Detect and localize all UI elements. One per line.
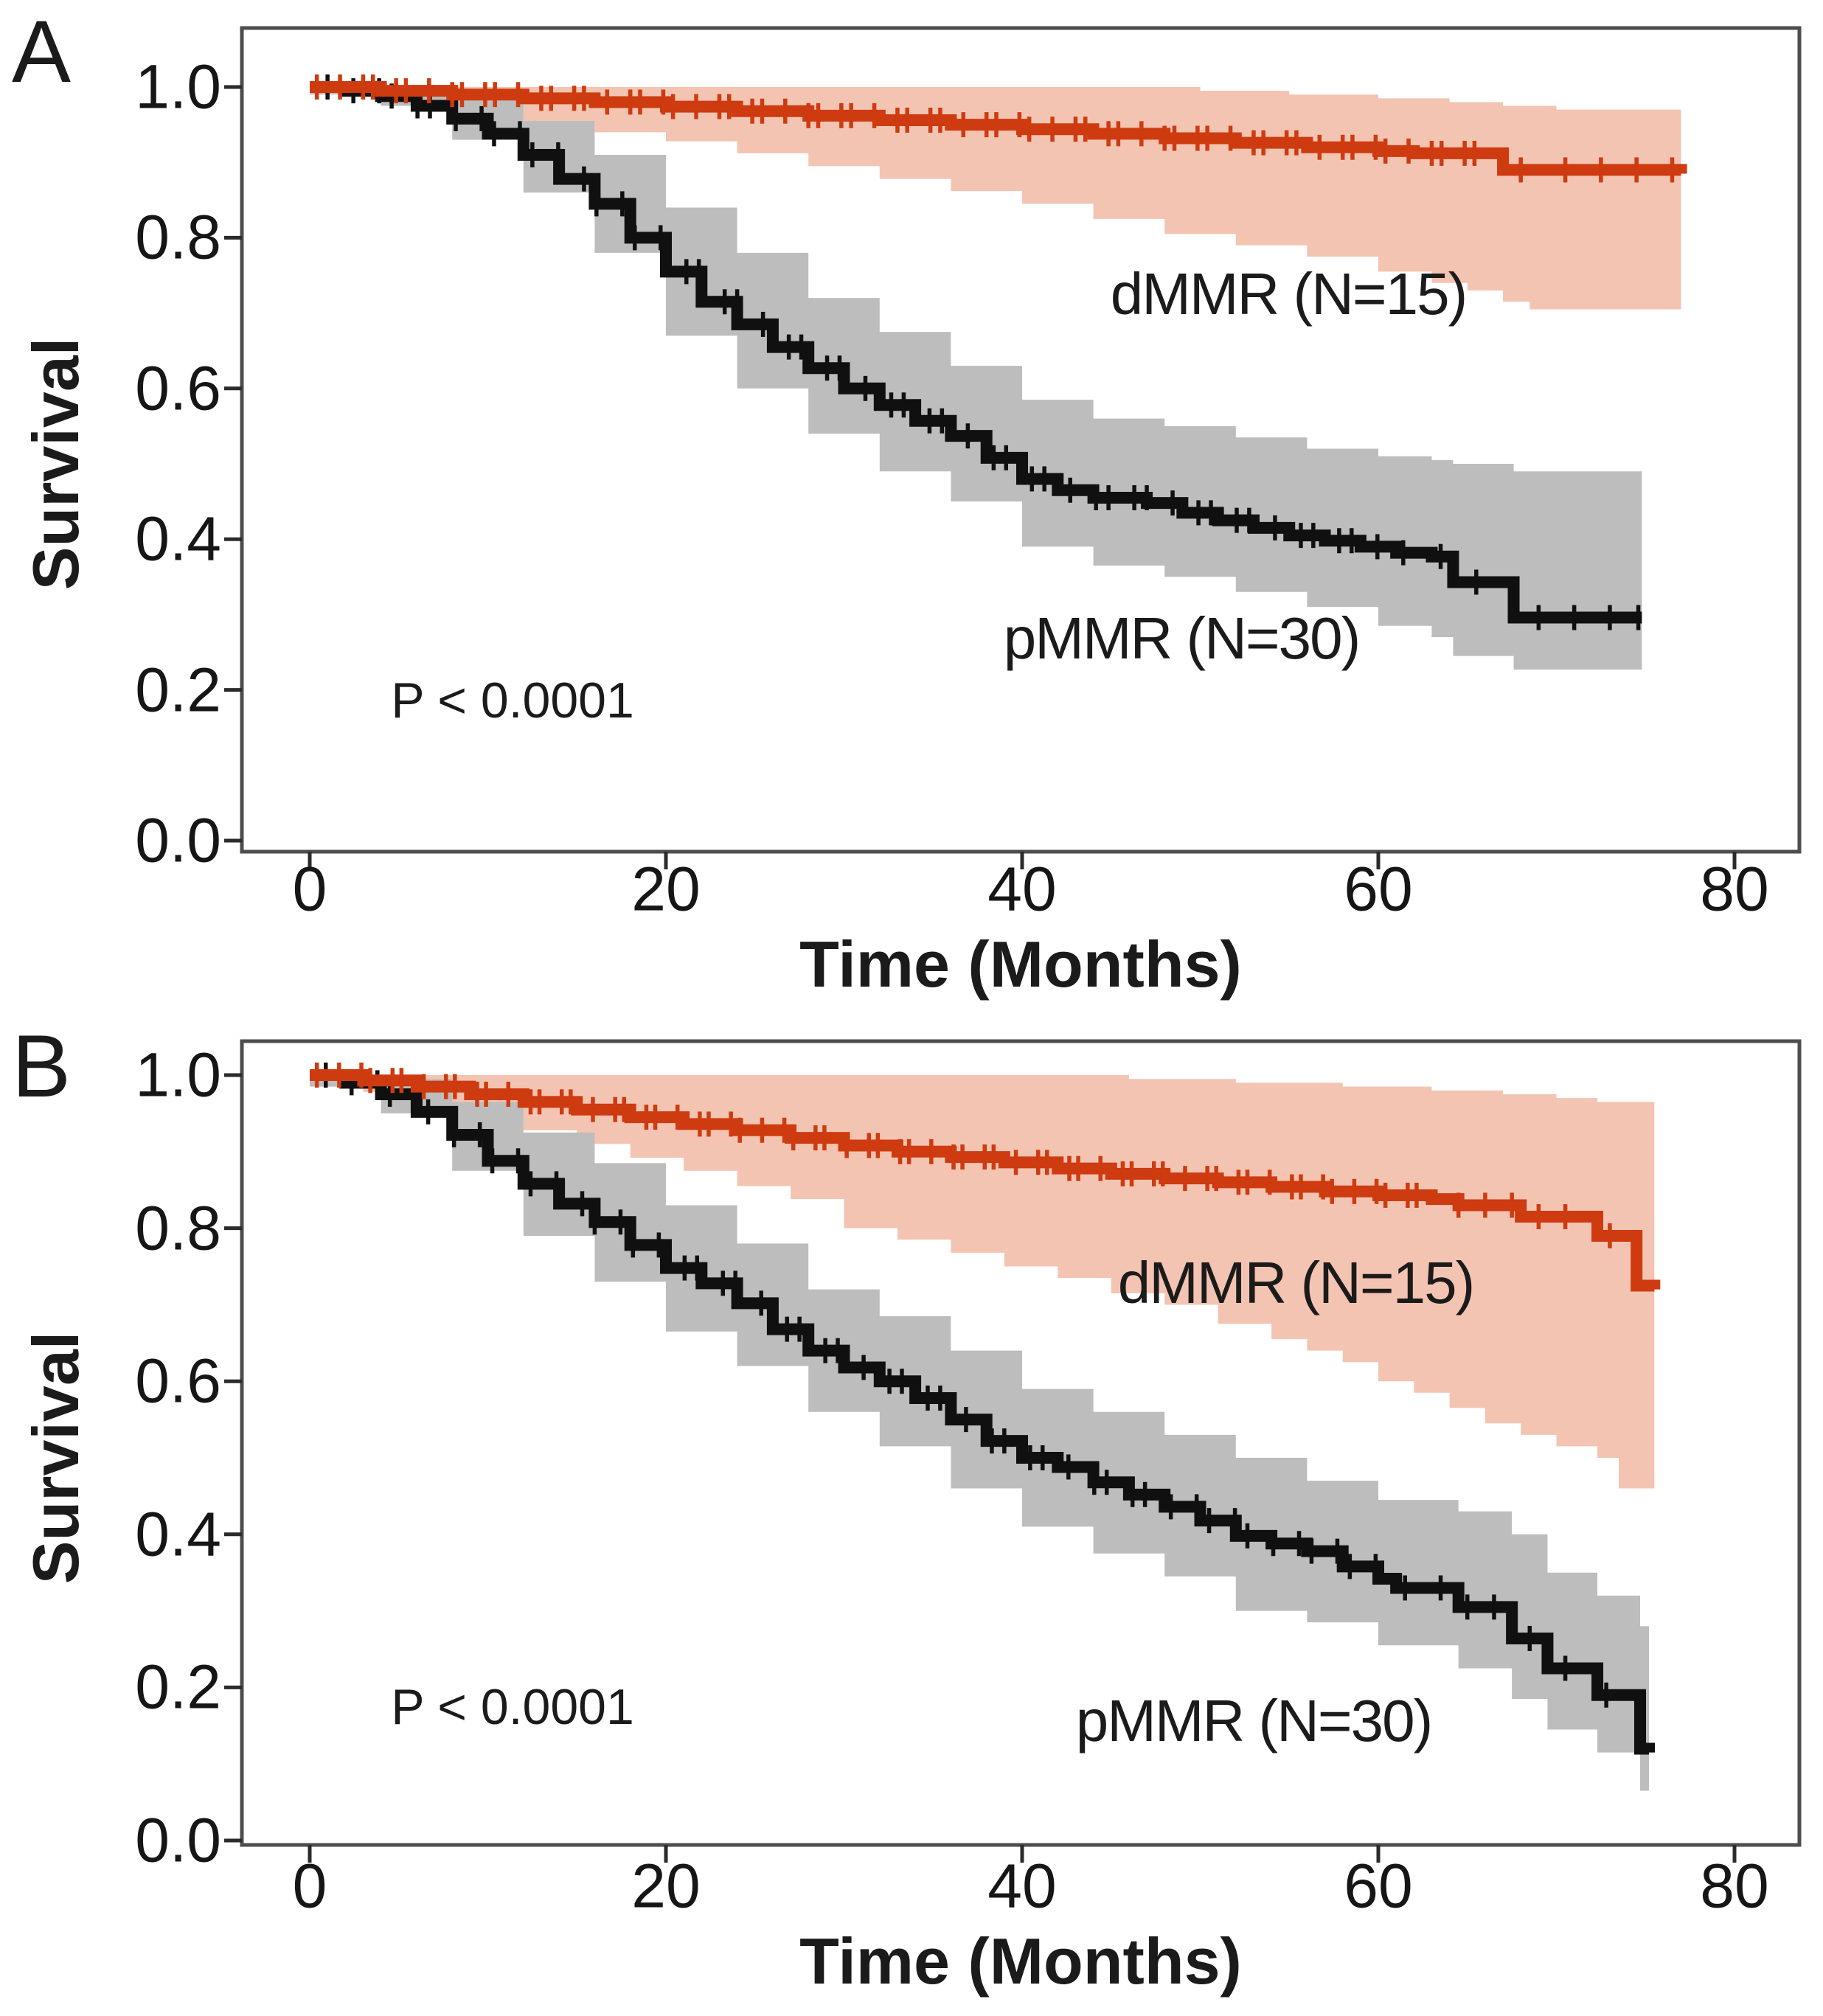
x-tick-label-b: 60 <box>1344 1851 1413 1921</box>
panel-a-dmmr-curve-label: dMMR (N=15) <box>1110 261 1468 327</box>
y-tick-label-b: 0.4 <box>135 1499 221 1569</box>
y-tick-label-b: 0.8 <box>135 1193 221 1263</box>
y-tick-label-a: 0.2 <box>135 655 221 725</box>
km-curve-dmmr-a <box>310 81 1687 176</box>
x-tick-label-b: 80 <box>1700 1851 1769 1921</box>
y-tick-label-a: 0.0 <box>135 805 221 875</box>
panel-a-y-axis-title: Survival <box>19 337 92 591</box>
y-tick-label-a: 0.4 <box>135 504 221 574</box>
panel-b-dmmr-curve-label: dMMR (N=15) <box>1117 1250 1476 1315</box>
x-tick-label-a: 20 <box>631 854 701 924</box>
panel-b-letter: B <box>12 1017 72 1116</box>
panel-a-x-axis-title: Time (Months) <box>799 928 1242 1001</box>
x-tick-label-b: 0 <box>292 1851 327 1921</box>
panel-a-letter: A <box>12 2 72 101</box>
y-tick-label-b: 0.2 <box>135 1652 221 1722</box>
y-tick-label-b: 0.0 <box>135 1805 221 1875</box>
x-tick-label-a: 0 <box>292 854 327 924</box>
panel-b-pmmr-curve-label: pMMR (N=30) <box>1075 1688 1434 1753</box>
x-tick-label-a: 60 <box>1344 854 1413 924</box>
km-curve-pmmr-a <box>310 81 1642 624</box>
panel-b-y-axis-title: Survival <box>19 1331 92 1585</box>
panel-a-pmmr-curve-label: pMMR (N=30) <box>1003 605 1361 671</box>
panel-b-x-axis-title: Time (Months) <box>799 1925 1242 1998</box>
ci-band-pmmr-b <box>310 1075 1650 1795</box>
x-tick-label-b: 20 <box>631 1851 701 1921</box>
panel-b-p-value: P < 0.0001 <box>391 1679 634 1735</box>
panel-a-p-value: P < 0.0001 <box>391 672 634 729</box>
ci-band-dmmr-b <box>310 1075 1655 1496</box>
x-tick-label-a: 80 <box>1700 854 1769 924</box>
y-tick-label-b: 1.0 <box>135 1040 221 1110</box>
km-curve-pmmr-b <box>310 1069 1656 1755</box>
y-tick-label-a: 0.8 <box>135 202 221 272</box>
x-tick-label-a: 40 <box>987 854 1057 924</box>
y-tick-label-a: 0.6 <box>135 353 221 423</box>
x-tick-label-b: 40 <box>987 1851 1057 1921</box>
y-tick-label-b: 0.6 <box>135 1346 221 1416</box>
y-tick-label-a: 1.0 <box>135 52 221 122</box>
